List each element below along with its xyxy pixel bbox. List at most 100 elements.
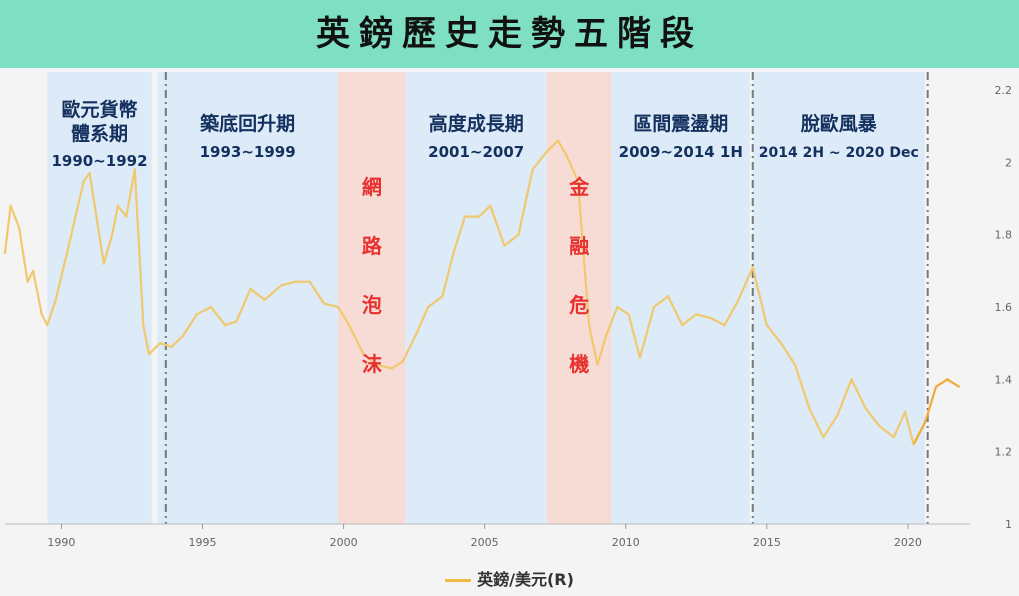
data-point-8: [65, 251, 69, 254]
y-tick-label-2: 1.4: [995, 373, 1013, 386]
x-tick-label-2015: 2015: [753, 536, 781, 549]
data-point-11: [88, 172, 91, 175]
data-point-42: [452, 251, 455, 254]
data-point-39: [415, 331, 419, 334]
data-point-27: [249, 287, 252, 291]
phase-label-3-char-3: 泡: [362, 293, 382, 317]
phase-band-7: [752, 72, 925, 524]
legend: 英鎊/美元(R): [0, 566, 1019, 590]
x-tick-label-2005: 2005: [471, 536, 499, 549]
phase-label-3-char-2: 路: [362, 234, 383, 258]
phase-band-5: [546, 72, 612, 524]
data-point-10: [82, 179, 86, 182]
title-banner: 英鎊歷史走勢五階段: [0, 0, 1019, 68]
data-point-76: [892, 436, 896, 439]
data-point-70: [807, 407, 811, 410]
y-tick-label-6: 2.2: [995, 84, 1013, 97]
data-point-17: [133, 168, 136, 171]
data-point-7: [54, 298, 57, 302]
data-point-44: [477, 215, 481, 218]
data-point-15: [116, 204, 120, 207]
data-point-46: [503, 244, 506, 247]
x-tick-label-2000: 2000: [330, 536, 358, 549]
data-point-29: [280, 284, 283, 287]
page-title: 英鎊歷史走勢五階段: [316, 14, 703, 54]
data-point-23: [195, 313, 199, 316]
legend-swatch: [445, 579, 472, 582]
data-point-1: [9, 204, 12, 207]
phase-label-5-char-4: 機: [569, 352, 589, 376]
data-point-56: [616, 305, 619, 309]
gbp-usd-line: [3, 139, 926, 446]
data-point-40: [427, 305, 430, 309]
data-point-34: [348, 323, 351, 327]
data-point-18: [142, 323, 145, 327]
data-point-62: [695, 313, 698, 316]
data-point-50: [556, 139, 560, 142]
data-point-68: [779, 342, 783, 345]
phase-title-2-line-1: 築底回升期: [199, 112, 295, 135]
phase-period-6: 2009~2014 1H: [619, 143, 743, 161]
data-point-20: [158, 342, 162, 345]
phase-band-3: [337, 72, 406, 524]
data-point-80: [934, 385, 938, 388]
data-point-54: [596, 363, 599, 367]
phase-label-5-char-1: 金: [568, 175, 590, 199]
data-point-0: [3, 251, 7, 254]
data-point-4: [32, 269, 35, 273]
data-point-14: [111, 233, 114, 236]
data-point-2: [17, 226, 21, 229]
data-point-79: [923, 421, 927, 424]
y-tick-label-5: 2: [1005, 156, 1012, 169]
phase-title-6-line-1: 區間震盪期: [633, 112, 728, 135]
x-tick-label-1990: 1990: [47, 536, 75, 549]
phase-period-7: 2014 2H ~ 2020 Dec: [759, 145, 919, 161]
data-point-16: [125, 215, 128, 218]
data-point-41: [441, 294, 444, 298]
phase-band-4: [405, 72, 547, 524]
data-point-21: [170, 345, 173, 349]
phase-period-1: 1990~1992: [51, 152, 147, 170]
phase-period-4: 2001~2007: [428, 143, 524, 161]
data-point-6: [46, 323, 49, 327]
y-tick-label-4: 1.8: [995, 229, 1013, 242]
data-point-72: [836, 414, 839, 417]
data-point-9: [74, 215, 77, 218]
data-point-58: [638, 356, 642, 359]
phase-title-1-line-1: 歐元貨幣: [62, 98, 138, 121]
phase-label-5-char-2: 融: [569, 234, 589, 258]
data-point-74: [864, 407, 867, 410]
x-tick-label-2020: 2020: [894, 536, 922, 549]
data-point-3: [26, 280, 29, 283]
phase-title-7-line-1: 脫歐風暴: [801, 112, 878, 135]
data-point-82: [957, 385, 960, 388]
phase-band-1: [47, 72, 152, 524]
data-point-57: [627, 313, 630, 316]
data-point-64: [723, 323, 726, 327]
data-point-65: [737, 298, 740, 302]
x-tick-label-1995: 1995: [189, 536, 217, 549]
y-tick-label-0: 1: [1005, 518, 1012, 531]
data-point-69: [793, 363, 797, 367]
y-tick-label-1: 1.2: [995, 446, 1013, 459]
data-point-13: [102, 262, 105, 265]
data-point-28: [263, 298, 266, 302]
data-point-48: [531, 168, 534, 171]
data-point-37: [390, 367, 393, 370]
data-point-35: [362, 352, 365, 356]
data-point-75: [878, 425, 881, 428]
data-point-77: [903, 410, 907, 414]
data-point-52: [576, 179, 579, 182]
data-point-12: [94, 208, 97, 211]
data-point-71: [822, 436, 825, 439]
data-point-78: [912, 443, 915, 446]
data-point-66: [751, 266, 754, 269]
phase-title-1-line-2: 體系期: [71, 123, 128, 145]
data-point-30: [294, 280, 297, 283]
data-point-25: [223, 323, 227, 327]
phase-label-3-char-4: 沫: [362, 352, 383, 376]
data-point-55: [604, 334, 608, 338]
data-point-59: [652, 305, 656, 309]
data-point-26: [235, 320, 238, 323]
